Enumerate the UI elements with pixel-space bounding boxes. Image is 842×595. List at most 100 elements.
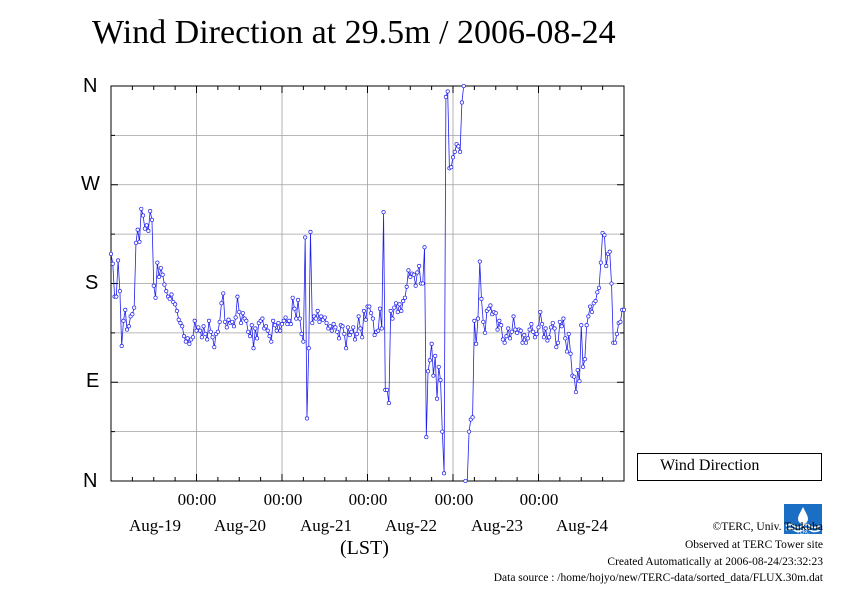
data-point [527,327,532,332]
data-point [278,328,283,333]
data-point [523,340,529,345]
data-point [507,336,513,341]
data-point [618,319,623,324]
data-point [367,304,372,309]
data-point [557,319,562,324]
data-point [344,346,349,351]
footer-source: Data source : /home/hojyo/new/TERC-data/… [493,572,823,584]
data-point [467,429,472,434]
data-point [550,320,555,326]
data-point [110,261,115,266]
data-point [579,323,584,328]
data-point [589,309,594,315]
data-point [251,346,256,351]
series-line [110,85,465,474]
data-point [563,336,568,341]
data-point [495,327,500,332]
data-point [614,331,619,337]
data-point [253,326,258,331]
series-line [465,231,624,482]
chart-title: Wind Direction at 29.5m / 2006-08-24 [92,14,616,51]
data-point [552,326,557,331]
x-date-aug-20: Aug-20 [214,516,266,535]
data-point [157,274,162,279]
data-point [395,309,400,315]
data-point [124,327,130,332]
data-point [230,319,235,324]
data-point [269,339,274,344]
data-point [221,291,226,296]
data-point [443,94,448,100]
data-point [217,319,222,324]
data-point [458,149,463,154]
data-point [596,285,602,290]
data-point [299,331,304,337]
data-point [313,316,318,321]
data-point [281,318,286,323]
data-point [556,340,561,345]
data-point [377,306,383,311]
grid-lines [111,86,624,481]
data-point [481,319,486,324]
footer-observed: Observed at TERC Tower site [684,539,823,551]
data-point [511,314,516,319]
data-point [149,217,155,222]
data-point [158,266,163,271]
data-point [141,213,146,218]
data-point [440,429,445,434]
data-point [363,317,368,322]
data-point [297,316,302,321]
data-point [247,334,252,339]
data-point [333,325,338,330]
data-point [135,227,140,232]
data-point [593,299,598,304]
data-point [310,320,315,326]
data-point [543,326,548,331]
data-point [393,301,399,306]
data-point [119,343,124,349]
data-point [246,329,251,334]
data-point [303,235,308,240]
data-point [192,318,197,323]
data-point [425,369,431,374]
data-point [201,324,206,329]
data-point [358,326,363,331]
data-point [203,331,208,337]
data-point [180,324,185,329]
data-point [621,307,627,312]
x-tick-time-2: 00:00 [263,490,303,509]
data-point [461,83,466,89]
x-date-aug-19: Aug-19 [129,516,181,535]
data-point [288,322,293,327]
x-date-aug-21: Aug-21 [300,516,352,535]
data-point [233,315,238,320]
data-point [237,309,242,315]
data-point [108,251,114,256]
data-point [568,351,573,356]
legend-box [637,453,822,481]
data-point [609,281,614,286]
data-point [370,316,375,321]
data-point [244,318,249,323]
data-point [194,328,199,333]
data-point [345,325,350,330]
data-point [388,308,393,313]
data-point [340,324,345,329]
data-point [117,289,122,294]
data-point [529,322,534,327]
footer-copyright: ©TERC, Univ. Tsukuba [712,521,823,533]
data-point [292,306,297,311]
data-point [486,306,491,311]
data-point [518,328,523,333]
data-point [385,387,390,392]
data-point [442,471,447,476]
data-point [399,308,404,313]
x-tick-time-4: 00:00 [434,490,474,509]
data-point [249,323,254,328]
data-point [586,314,591,319]
data-point [206,318,212,323]
data-point [379,326,384,331]
data-point [331,322,336,327]
data-point [381,210,386,215]
data-point [477,259,482,264]
